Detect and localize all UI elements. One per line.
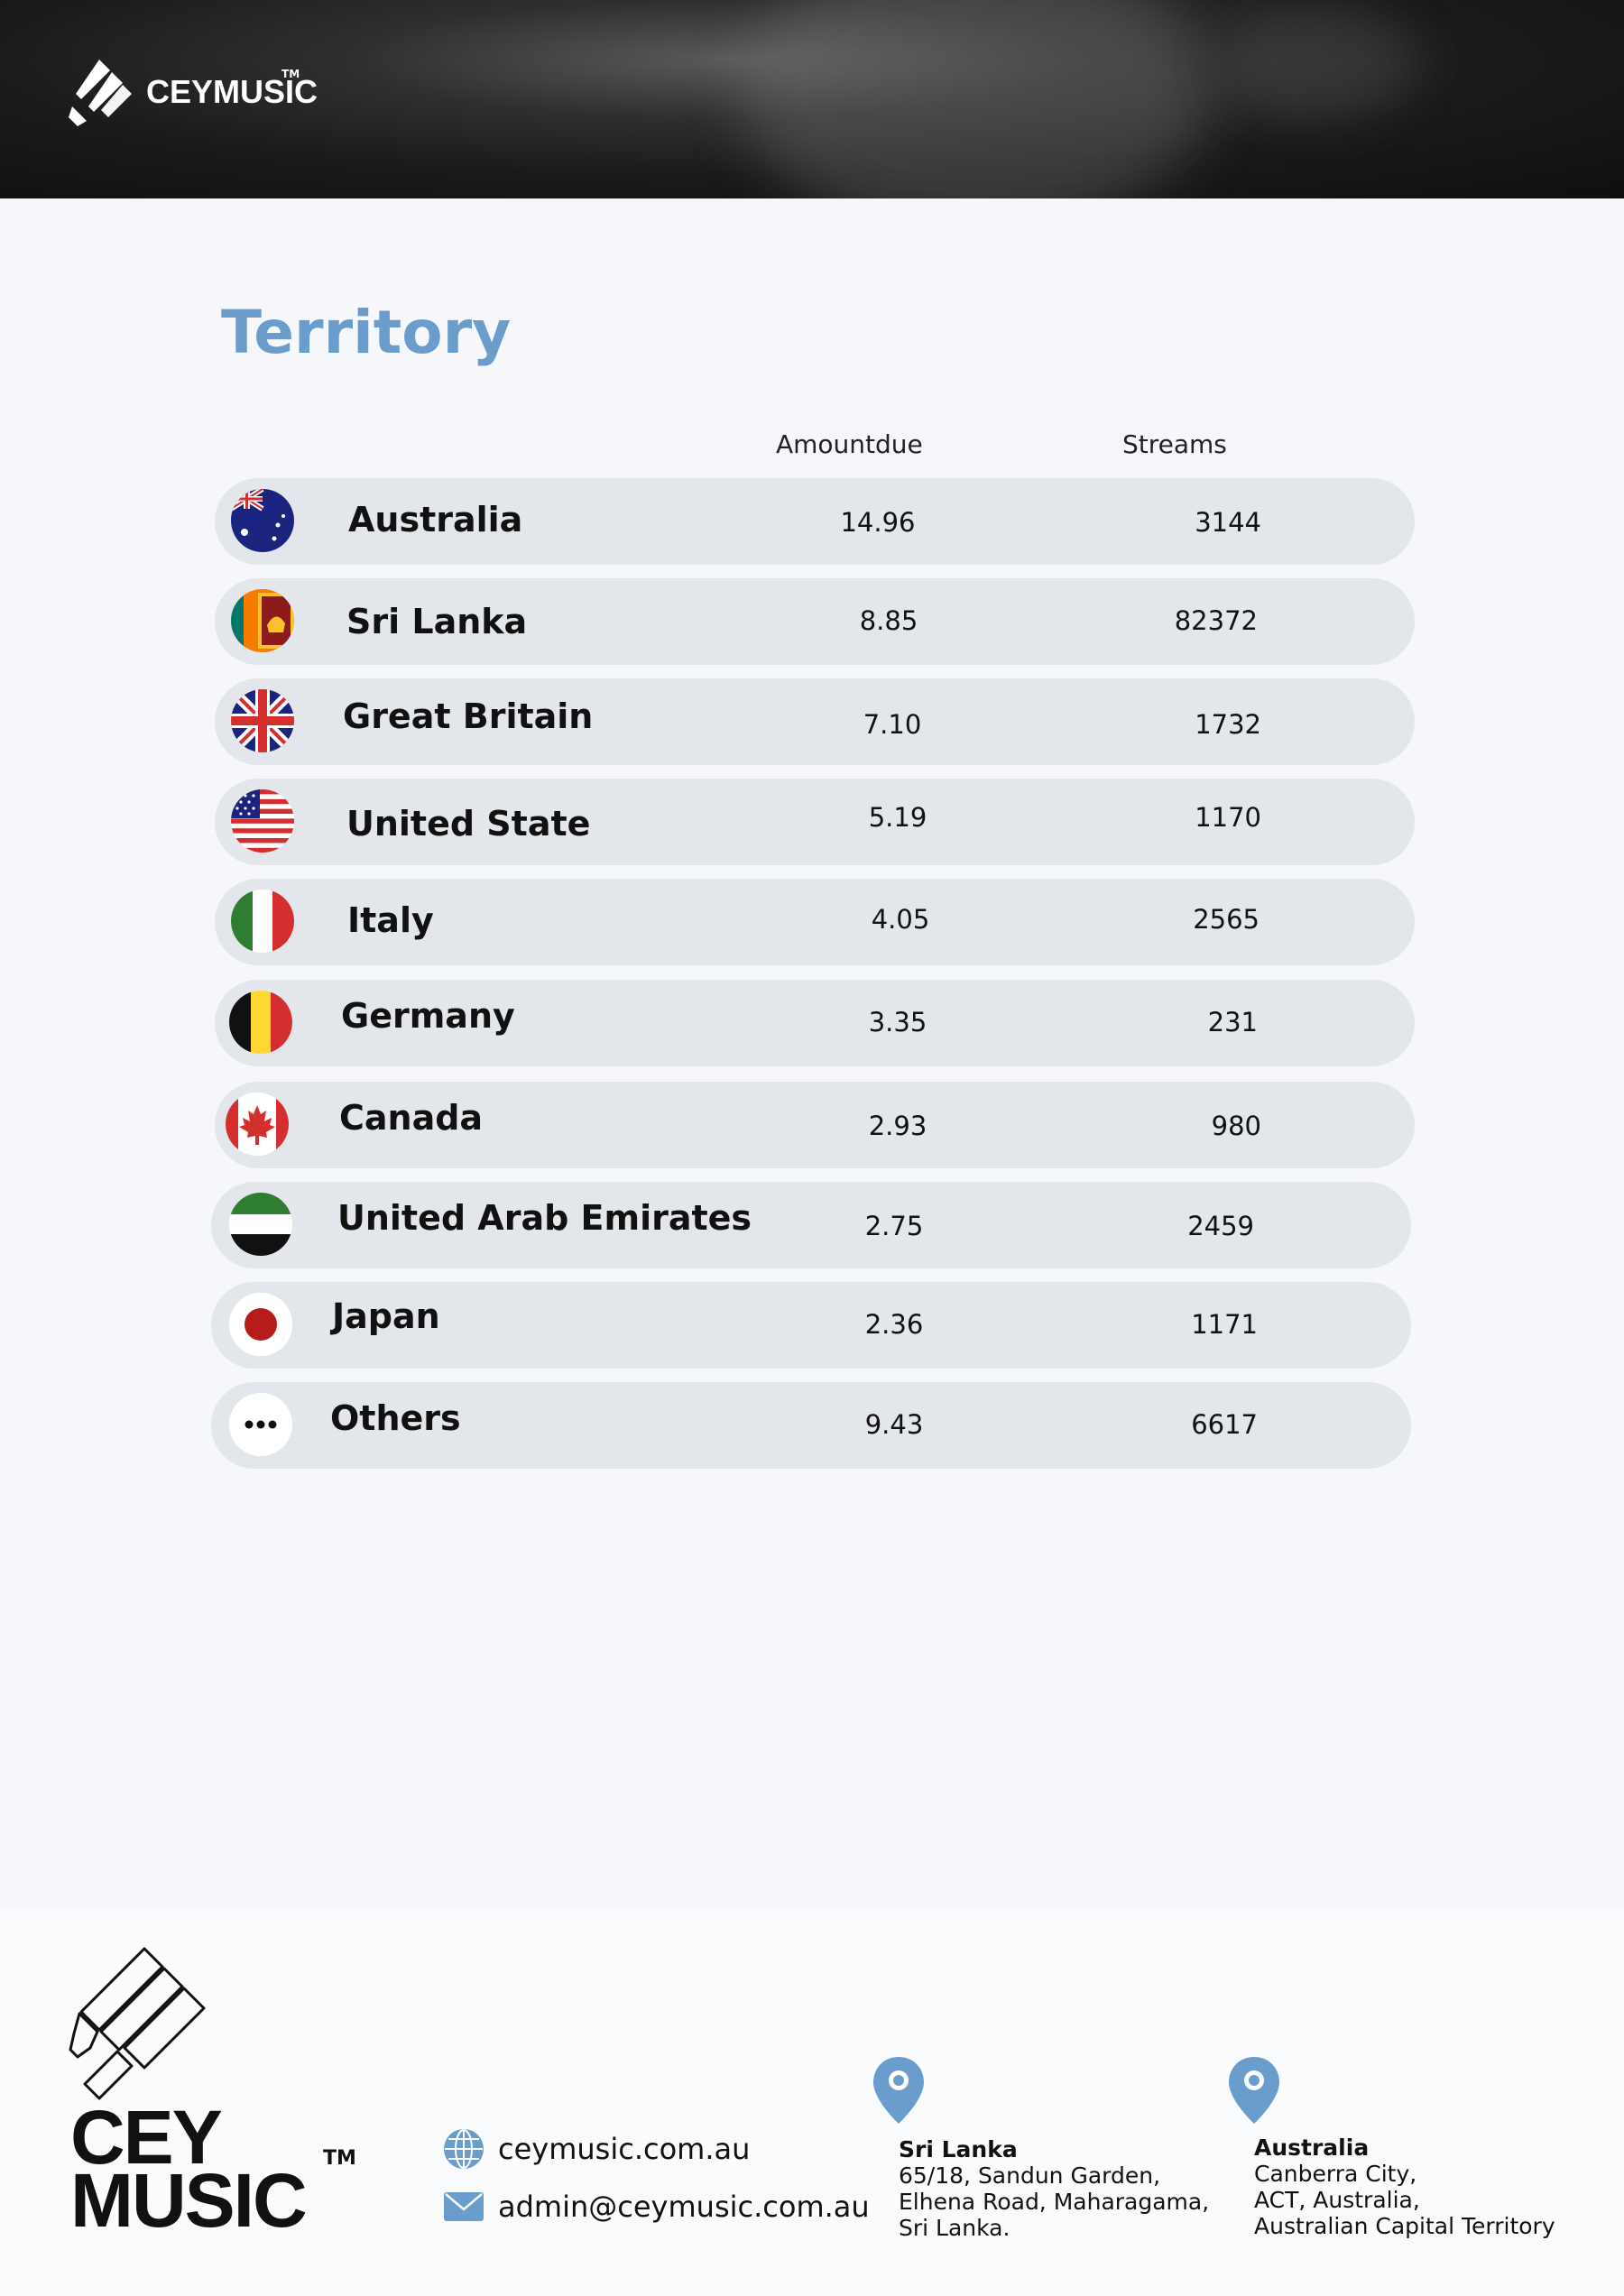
footer-trademark: TM — [323, 2147, 356, 2170]
table-row: Japan 2.36 1171 — [211, 1282, 1411, 1369]
column-header-amount: Amountdue — [776, 429, 923, 459]
amount-due: 5.19 — [868, 802, 927, 833]
country-name: Others — [330, 1398, 461, 1438]
page-title: Territory — [221, 298, 512, 367]
table-row: Italy 4.05 2565 — [215, 879, 1415, 965]
amount-due: 2.36 — [864, 1309, 924, 1340]
mail-icon — [444, 2192, 484, 2221]
belgium-style-flag-icon — [229, 991, 292, 1054]
streams-count: 3144 — [1195, 507, 1261, 538]
amount-due: 4.05 — [871, 904, 930, 935]
email-contact[interactable]: admin@ceymusic.com.au — [442, 2185, 870, 2228]
ceymusic-logo-icon — [69, 60, 132, 126]
amount-due: 7.10 — [863, 709, 922, 740]
streams-count: 82372 — [1174, 605, 1258, 636]
address-line: ACT, Australia, — [1254, 2187, 1420, 2213]
italy-flag-icon — [231, 890, 294, 953]
footer-logo — [63, 1940, 253, 2115]
table-row: United Arab Emirates 2.75 2459 — [211, 1182, 1411, 1268]
globe-icon — [444, 2129, 484, 2169]
trademark-mark: TM — [281, 68, 300, 80]
table-row: Canada 2.93 980 — [215, 1082, 1415, 1168]
amount-due: 8.85 — [859, 605, 918, 636]
table-row: United State 5.19 1170 — [215, 779, 1415, 865]
office-country: Australia — [1254, 2135, 1370, 2161]
streams-count: 2565 — [1193, 904, 1260, 935]
country-name: United Arab Emirates — [337, 1198, 752, 1238]
amount-due: 14.96 — [840, 507, 916, 538]
more-dots-icon — [229, 1393, 292, 1456]
table-row: Great Britain 7.10 1732 — [215, 678, 1415, 765]
streams-count: 1171 — [1191, 1309, 1258, 1340]
location-pin-icon — [873, 2057, 924, 2124]
website-contact[interactable]: ceymusic.com.au — [442, 2127, 750, 2171]
footer-word-cey: CEY — [70, 2095, 223, 2180]
streams-count: 2459 — [1187, 1211, 1254, 1241]
column-header-streams: Streams — [1122, 429, 1227, 459]
address-line: Elhena Road, Maharagama, — [899, 2189, 1210, 2215]
ceymusic-outline-logo-icon — [69, 1947, 206, 2100]
uae-flag-icon — [229, 1193, 292, 1256]
amount-due: 9.43 — [864, 1409, 924, 1440]
country-name: Canada — [339, 1098, 484, 1138]
streams-count: 6617 — [1191, 1409, 1258, 1440]
website-link[interactable]: ceymusic.com.au — [498, 2132, 751, 2166]
amount-due: 2.93 — [868, 1111, 927, 1141]
amount-due: 3.35 — [868, 1007, 927, 1037]
country-name: Germany — [341, 996, 515, 1036]
brand-name: CEYMUSIC — [146, 73, 318, 110]
country-name: United State — [346, 804, 591, 844]
streams-count: 980 — [1211, 1111, 1261, 1141]
office-country: Sri Lanka — [899, 2136, 1018, 2162]
footer-wordmark: CEY MUSIC — [70, 2095, 308, 2243]
office-address-australia: Australia Canberra City, ACT, Australia,… — [1254, 2135, 1555, 2239]
address-line: Canberra City, — [1254, 2161, 1417, 2187]
table-row: Germany 3.35 231 — [215, 980, 1415, 1066]
streams-count: 1732 — [1195, 709, 1261, 740]
australia-flag-icon — [231, 489, 294, 552]
address-line: 65/18, Sandun Garden, — [899, 2162, 1161, 2189]
address-line: Australian Capital Territory — [1254, 2213, 1555, 2239]
table-row: Sri Lanka 8.85 82372 — [215, 578, 1415, 665]
country-name: Italy — [347, 900, 434, 940]
footer — [0, 1909, 1624, 2296]
table-row: Australia 14.96 3144 — [215, 478, 1415, 565]
country-name: Australia — [348, 500, 523, 539]
email-link[interactable]: admin@ceymusic.com.au — [498, 2190, 870, 2224]
footer-word-music: MUSIC — [70, 2158, 308, 2243]
office-address-sri-lanka: Sri Lanka 65/18, Sandun Garden, Elhena R… — [899, 2136, 1209, 2241]
us-flag-icon — [231, 789, 294, 853]
amount-due: 2.75 — [864, 1211, 924, 1241]
location-pin-icon — [1229, 2057, 1279, 2124]
country-name: Sri Lanka — [346, 602, 528, 641]
canada-flag-icon — [226, 1093, 289, 1156]
address-line: Sri Lanka. — [899, 2215, 1010, 2241]
japan-flag-icon — [229, 1293, 292, 1356]
uk-flag-icon — [231, 689, 294, 752]
country-name: Great Britain — [343, 696, 594, 736]
streams-count: 231 — [1207, 1007, 1258, 1037]
brand-logo[interactable]: CEYMUSIC TM — [63, 54, 336, 130]
country-name: Japan — [332, 1296, 440, 1336]
sri-lanka-flag-icon — [231, 589, 294, 652]
streams-count: 1170 — [1195, 802, 1261, 833]
table-row: Others 9.43 6617 — [211, 1382, 1411, 1469]
header-banner: CEYMUSIC TM — [0, 0, 1624, 198]
